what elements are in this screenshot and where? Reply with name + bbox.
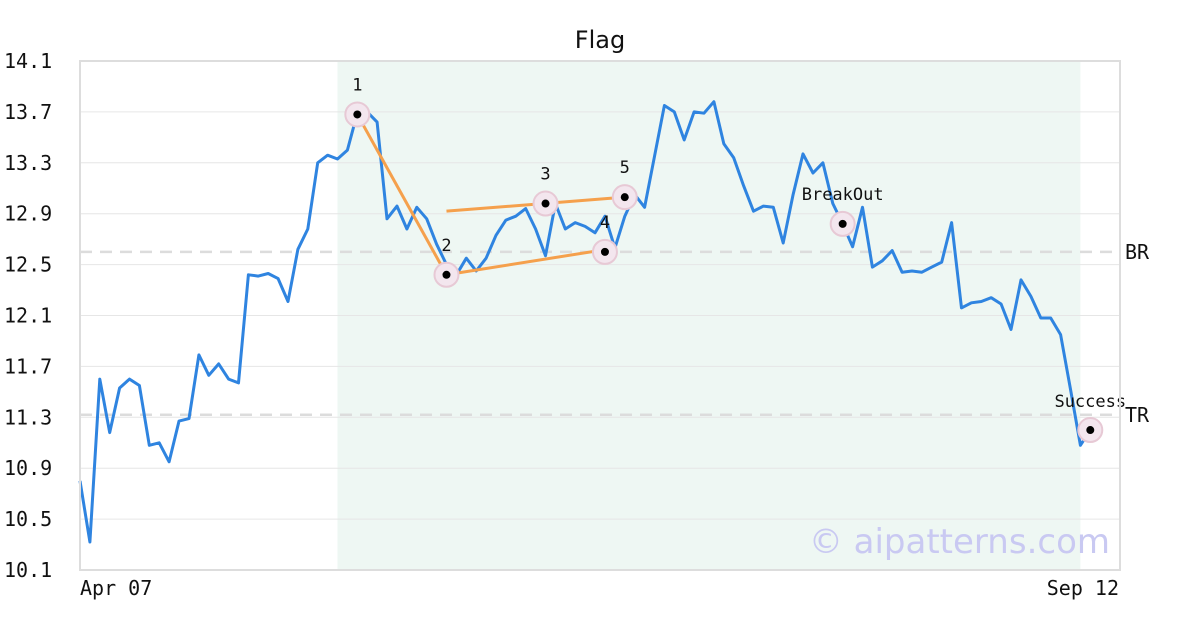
point-label-5: 5 [620,158,630,178]
point-label-success: Success [1054,392,1126,412]
y-axis-ticks: 14.1 13.7 13.3 12.9 12.5 12.1 11.7 11.3 10.9 10.5… [4,49,52,582]
point-marker-4 [600,247,609,256]
point-marker-breakout [838,219,847,228]
pattern-line [356,113,448,276]
y-tick-label: 13.3 [4,151,52,175]
x-tick-label: Apr 07 [80,576,152,600]
x-axis-ticks: Apr 07 Sep 12 [80,576,1119,600]
price-series-line [78,100,1101,544]
point-marker-5 [620,193,629,202]
y-tick-label: 14.1 [4,49,52,73]
y-tick-label: 10.5 [4,507,52,531]
y-tick-label: 11.7 [4,354,52,378]
watermark-text: © aipatterns.com [809,522,1110,562]
point-label-2: 2 [441,236,451,256]
level-label-tr: TR [1125,403,1150,427]
point-marker-2 [442,270,451,279]
y-tick-label: 13.7 [4,100,52,124]
point-marker-1 [353,110,362,119]
chart-title: Flag [575,26,625,54]
point-label-4: 4 [600,213,610,233]
y-tick-label: 10.1 [4,558,52,582]
point-label-1: 1 [352,75,362,95]
point-marker-success [1086,426,1095,435]
y-tick-label: 10.9 [4,456,52,480]
point-label-breakout: BreakOut [802,185,884,205]
y-tick-label: 12.1 [4,304,52,328]
pattern-points: 1 2 3 4 5 BreakOut Success [344,75,1126,444]
level-label-br: BR [1125,240,1150,264]
plot-frame [79,60,1121,571]
y-tick-label: 12.9 [4,202,52,226]
point-label-3: 3 [540,165,550,185]
y-tick-label: 11.3 [4,405,52,429]
y-tick-label: 12.5 [4,253,52,277]
x-tick-label: Sep 12 [1047,576,1119,600]
pattern-line [446,246,616,277]
point-marker-3 [541,199,550,208]
